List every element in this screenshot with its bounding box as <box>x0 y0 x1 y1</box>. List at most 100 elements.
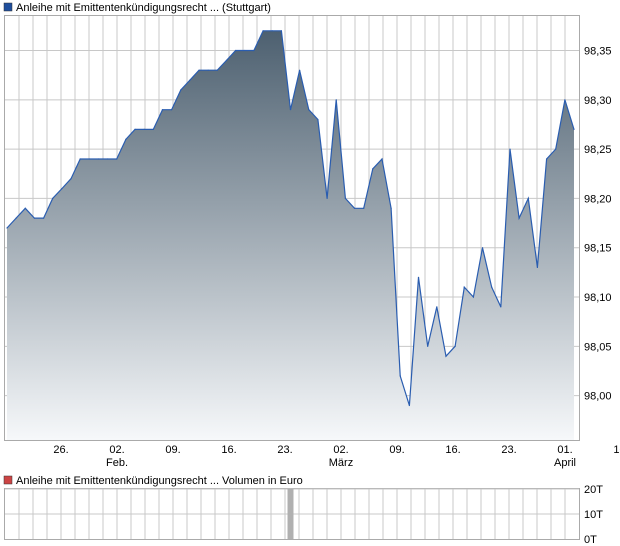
x-tick-month-label: März <box>329 457 353 469</box>
volume-legend-label: Anleihe mit Emittentenkündigungsrecht ..… <box>16 475 303 487</box>
x-tick-month-label: April <box>554 457 576 469</box>
volume-y-axis: 20T 10T 0T <box>584 484 603 546</box>
price-point <box>518 217 520 219</box>
price-point <box>42 217 45 219</box>
price-point <box>253 49 255 52</box>
price-point <box>372 168 374 170</box>
price-point <box>463 286 465 288</box>
price-point <box>88 158 90 160</box>
price-point <box>344 197 346 200</box>
y-tick-label: 98,10 <box>584 292 612 304</box>
price-point <box>308 109 310 111</box>
price-point <box>280 30 282 32</box>
x-tick-label: 10. <box>613 444 620 456</box>
volume-y-tick-label: 10T <box>584 509 603 521</box>
price-point <box>61 187 63 190</box>
y-tick-label: 98,00 <box>584 391 612 403</box>
volume-bars <box>287 489 294 539</box>
price-point <box>79 158 81 160</box>
price-point <box>161 109 164 111</box>
x-tick-label: 16. <box>445 444 460 456</box>
price-point <box>454 345 456 347</box>
price-point <box>180 89 182 91</box>
price-point <box>116 158 118 160</box>
price-point <box>299 69 301 71</box>
price-point <box>481 247 484 249</box>
x-tick-label: 23. <box>277 444 292 456</box>
price-point <box>70 178 72 180</box>
price-point <box>472 296 475 298</box>
price-point <box>335 99 337 101</box>
x-tick-label: 02. <box>333 444 348 456</box>
price-point <box>235 49 237 52</box>
price-point <box>134 128 136 130</box>
price-point <box>106 158 109 160</box>
price-point <box>244 49 246 52</box>
x-tick-label: 16. <box>221 444 236 456</box>
price-point <box>317 118 319 121</box>
price-point <box>353 207 356 209</box>
y-tick-label: 98,20 <box>584 193 612 205</box>
price-point <box>555 148 557 150</box>
price-point <box>33 217 36 219</box>
price-point <box>399 375 401 377</box>
price-point <box>573 128 575 130</box>
volume-y-tick-label: 0T <box>584 534 597 546</box>
price-point <box>15 217 17 219</box>
price-point <box>24 207 26 209</box>
price-point <box>52 197 54 200</box>
price-point <box>97 158 100 160</box>
price-point <box>564 99 566 101</box>
price-point <box>527 197 529 200</box>
y-tick-label: 98,05 <box>584 341 612 353</box>
y-tick-label: 98,25 <box>584 144 612 156</box>
price-point <box>262 30 264 32</box>
volume-legend-swatch <box>3 475 13 485</box>
price-point <box>225 59 228 61</box>
price-legend-swatch <box>3 2 13 12</box>
price-point <box>171 109 173 111</box>
price-point <box>152 128 154 130</box>
x-tick-label: 02. <box>109 444 124 456</box>
x-tick-label: 23. <box>501 444 516 456</box>
price-point <box>545 158 548 160</box>
x-tick-label: 09. <box>389 444 404 456</box>
price-point <box>216 69 218 71</box>
y-tick-label: 98,30 <box>584 95 612 107</box>
price-point <box>491 286 493 288</box>
price-point <box>500 306 502 308</box>
y-tick-label: 98,15 <box>584 243 612 255</box>
price-point <box>271 30 273 32</box>
price-area-group <box>6 30 575 441</box>
price-area <box>7 30 574 441</box>
price-point <box>445 355 447 357</box>
x-tick-label: 26. <box>53 444 68 456</box>
price-point <box>125 138 127 140</box>
price-point <box>6 227 8 229</box>
price-legend-label: Anleihe mit Emittentenkündigungsrecht ..… <box>16 2 271 14</box>
price-point <box>436 306 438 308</box>
price-y-axis: 98,35 98,30 98,25 98,20 98,15 98,10 98,05 98,00 <box>584 46 612 403</box>
volume-bar <box>287 489 294 539</box>
price-point <box>363 207 365 209</box>
price-point <box>381 158 383 160</box>
price-point <box>417 276 420 278</box>
price-point <box>143 128 145 130</box>
price-point <box>408 404 410 407</box>
price-point <box>289 109 292 111</box>
volume-y-tick-label: 20T <box>584 484 603 496</box>
price-point <box>390 207 392 209</box>
x-tick-label: 09. <box>165 444 180 456</box>
price-point <box>536 266 539 269</box>
x-tick-label: 01. <box>557 444 572 456</box>
x-tick-month-label: Feb. <box>106 457 128 469</box>
price-point <box>326 197 328 200</box>
price-point <box>509 148 511 150</box>
price-point <box>427 345 429 347</box>
price-point <box>207 69 209 71</box>
price-point <box>198 69 200 71</box>
y-tick-label: 98,35 <box>584 46 612 58</box>
price-point <box>189 79 191 81</box>
